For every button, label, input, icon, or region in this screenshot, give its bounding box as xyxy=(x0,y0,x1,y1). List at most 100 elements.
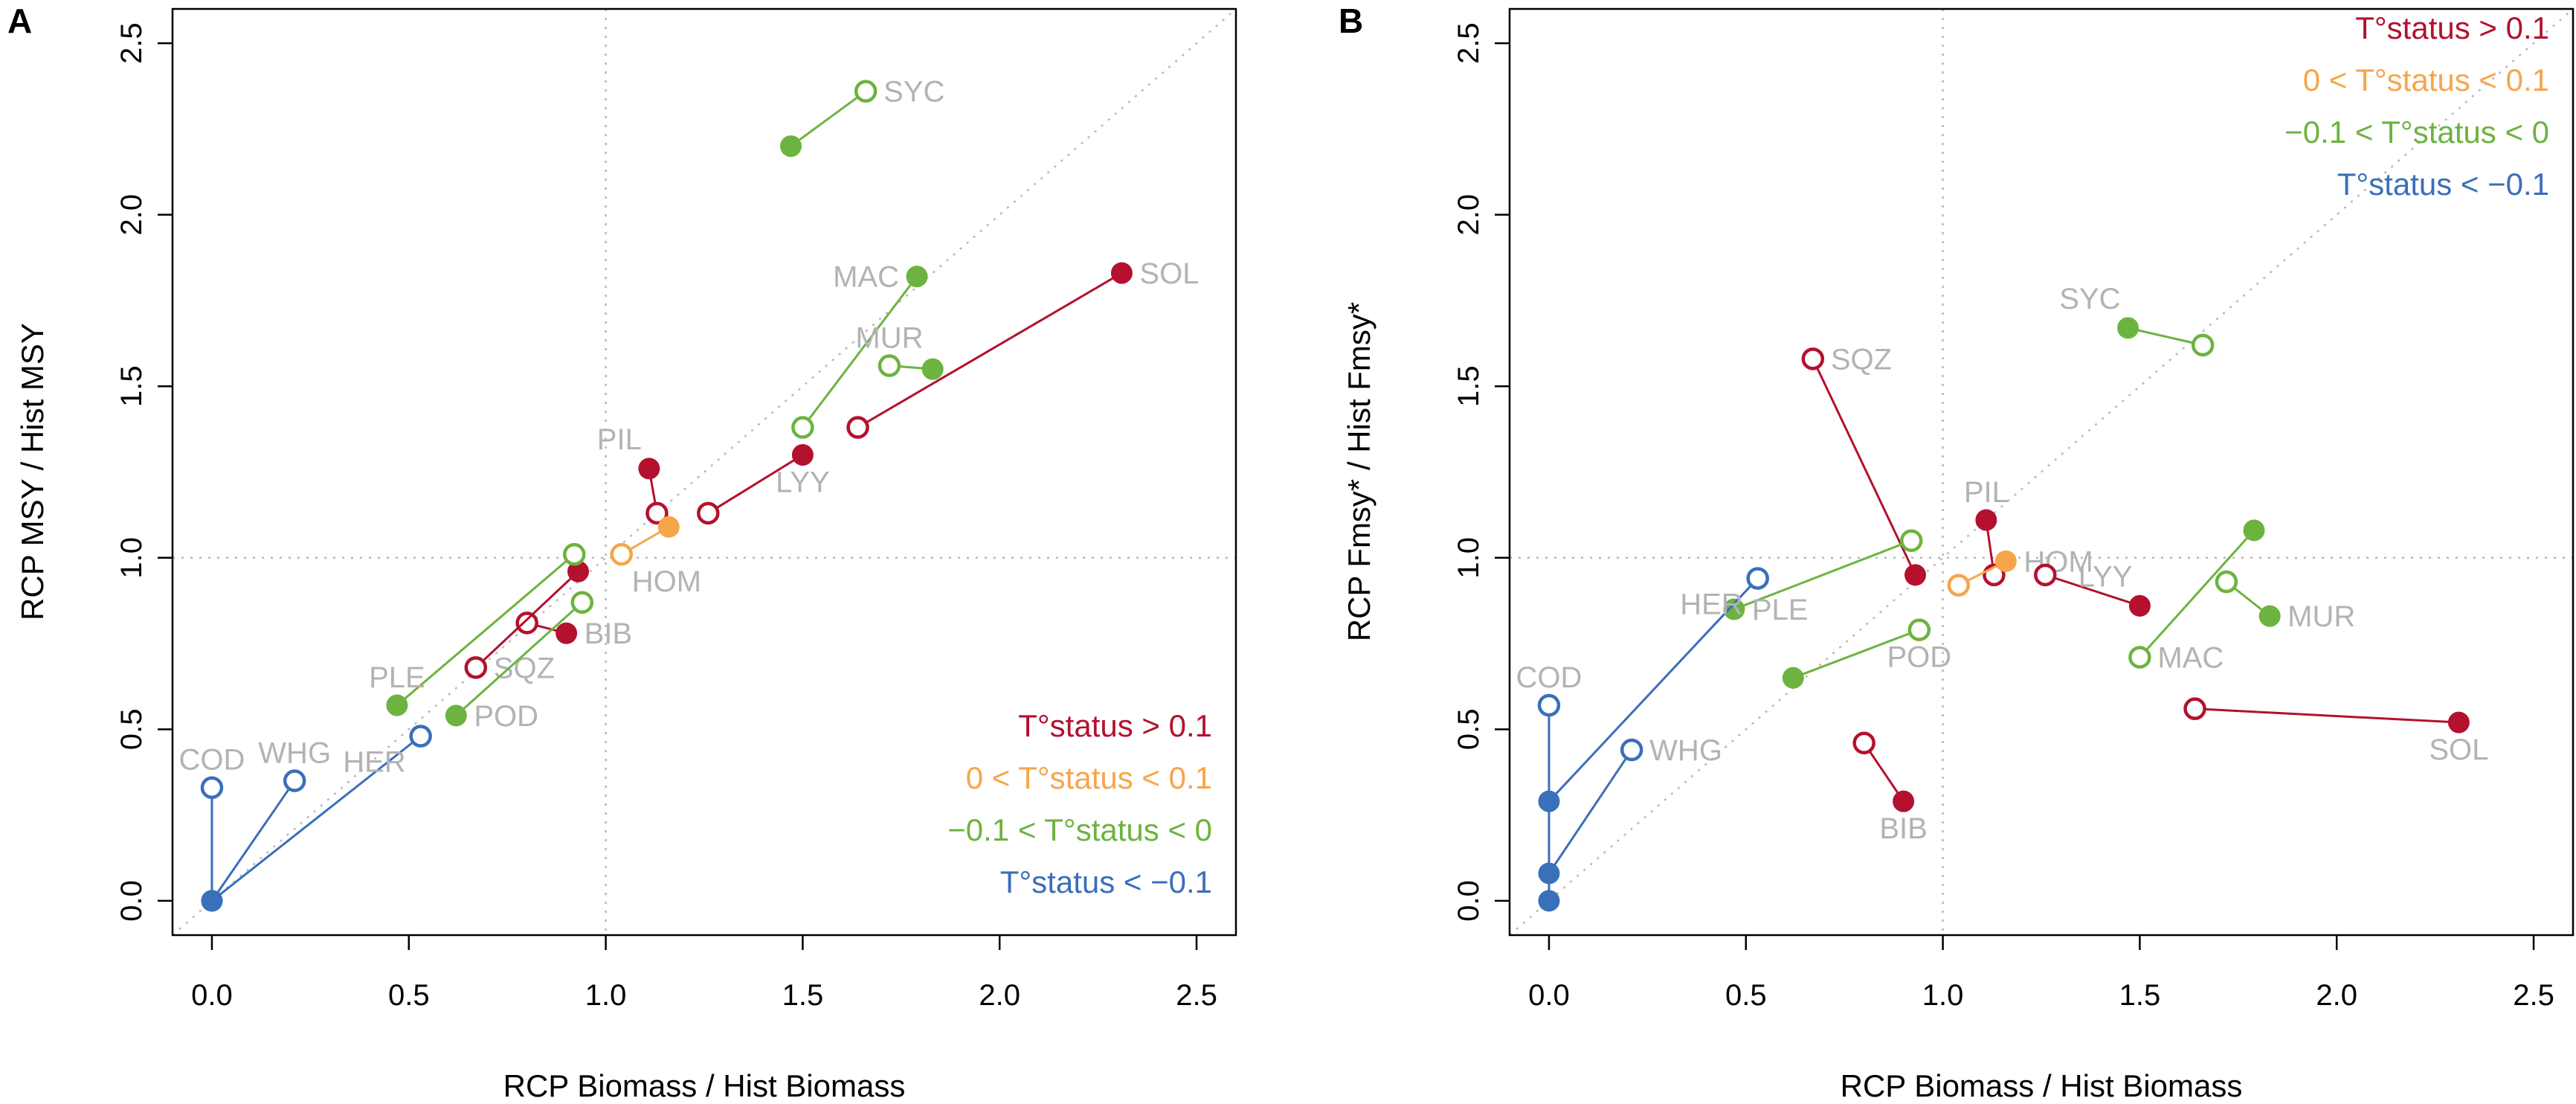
point-open xyxy=(1746,567,1769,590)
point-open xyxy=(464,656,488,679)
y-tick-label: 0.0 xyxy=(115,880,148,922)
point-open xyxy=(283,769,306,792)
y-tick-label: 1.5 xyxy=(115,365,148,407)
point-filled xyxy=(556,622,578,644)
series-mac: MAC xyxy=(2128,519,2265,675)
point-open xyxy=(846,416,869,439)
stock-label: PIL xyxy=(1964,476,2009,509)
point-open xyxy=(2215,570,2238,594)
point-open xyxy=(854,80,878,103)
y-tick-label: 1.0 xyxy=(115,537,148,579)
stock-label: PLE xyxy=(369,661,425,694)
x-tick-label: 2.0 xyxy=(2316,979,2357,1012)
x-tick-label: 0.0 xyxy=(191,979,233,1012)
series-cod: COD xyxy=(1516,661,1582,912)
series-pil: PIL xyxy=(1964,476,2009,587)
point-filled xyxy=(657,516,680,538)
point-open xyxy=(645,501,669,525)
series-segment xyxy=(1792,629,1920,679)
point-open xyxy=(562,542,586,566)
stock-label: POD xyxy=(474,700,538,733)
y-axis-title: RCP Fmsy* / Hist Fmsy* xyxy=(1342,302,1376,642)
series-bib: BIB xyxy=(1852,731,1928,845)
reference-lines xyxy=(1510,9,2573,935)
legend-entry: T°status < −0.1 xyxy=(2337,167,2549,202)
y-tick-label: 2.5 xyxy=(115,22,148,64)
stock-label: COD xyxy=(179,744,245,777)
point-open xyxy=(1537,693,1561,717)
series-segment xyxy=(1733,539,1912,611)
panel-letter: B xyxy=(1339,1,1363,40)
point-open xyxy=(1620,738,1643,762)
series-lyy: LYY xyxy=(2034,560,2151,617)
series-hom: HOM xyxy=(610,516,701,598)
stock-label: SQZ xyxy=(494,652,555,684)
y-tick-label: 2.0 xyxy=(1452,194,1485,236)
series-whg: WHG xyxy=(1538,734,1722,885)
series-syc: SYC xyxy=(780,76,944,157)
point-open xyxy=(1801,347,1825,370)
x-axis-title: RCP Biomass / Hist Biomass xyxy=(1841,1068,2243,1103)
panel-letter: A xyxy=(7,1,32,40)
point-filled xyxy=(906,266,928,288)
series-segment xyxy=(790,90,867,147)
series-segment xyxy=(474,571,579,669)
point-filled xyxy=(1782,667,1804,689)
stock-label: SYC xyxy=(2059,283,2120,315)
stock-label: SYC xyxy=(883,76,944,109)
stock-label: WHG xyxy=(1649,734,1722,767)
point-open xyxy=(2034,563,2057,587)
legend: T°status > 0.1 0 < T°status < 0.1 −0.1 < T… xyxy=(947,708,1212,899)
y-tick-label: 0.5 xyxy=(115,709,148,751)
series-sol: SOL xyxy=(846,257,1199,439)
series-bib: BIB xyxy=(515,612,632,650)
point-filled xyxy=(1893,790,1915,812)
point-filled xyxy=(201,890,223,912)
point-open xyxy=(1947,574,1971,597)
legend-entry: 0 < T°status < 0.1 xyxy=(966,760,1212,795)
x-tick-label: 2.5 xyxy=(1176,979,1217,1012)
point-filled xyxy=(567,560,590,583)
stock-label: PIL xyxy=(597,423,642,456)
point-filled xyxy=(1538,890,1560,912)
point-open xyxy=(409,725,432,748)
stock-label: HER xyxy=(343,746,405,779)
legend-entry: T°status > 0.1 xyxy=(2355,10,2549,45)
point-filled xyxy=(2258,605,2281,627)
series-segment xyxy=(707,454,804,515)
series-segment xyxy=(211,735,422,902)
stock-label: LYY xyxy=(2078,560,2133,593)
point-filled xyxy=(1723,598,1745,620)
ref-line-diagonal xyxy=(173,9,1236,935)
stock-label: MAC xyxy=(833,261,899,294)
stock-label: WHG xyxy=(258,737,331,770)
stock-label: PLE xyxy=(1752,594,1809,626)
series-hom: HOM xyxy=(1947,545,2093,597)
series-mur: MUR xyxy=(2215,570,2355,633)
point-filled xyxy=(386,694,408,716)
point-filled xyxy=(2128,594,2151,617)
x-tick-label: 0.0 xyxy=(1528,979,1570,1012)
point-open xyxy=(570,591,594,614)
series-pod: POD xyxy=(445,591,594,733)
stock-label: POD xyxy=(1887,641,1951,674)
stock-label: MUR xyxy=(2287,600,2355,633)
point-filled xyxy=(791,443,814,466)
series-segment xyxy=(802,275,918,429)
point-filled xyxy=(780,135,802,157)
series-sqz: SQZ xyxy=(1801,343,1927,586)
point-open xyxy=(1852,731,1875,755)
stock-label: LYY xyxy=(776,466,830,498)
legend-entry: T°status > 0.1 xyxy=(1018,708,1212,743)
series-ple: PLE xyxy=(369,542,586,716)
point-open xyxy=(878,354,901,377)
y-tick-label: 0.0 xyxy=(1452,880,1485,922)
point-filled xyxy=(2243,519,2265,542)
legend-entry: 0 < T°status < 0.1 xyxy=(2303,62,2549,97)
series-pil: PIL xyxy=(597,423,669,525)
x-tick-label: 1.5 xyxy=(782,979,824,1012)
point-filled xyxy=(1975,509,1997,531)
stock-label: HER xyxy=(1680,588,1742,620)
panel-b: 0.0 0.5 1.0 1.5 2.0 2.5 0.0 0.5 1.0 1.5 2.0 2.5 RCP … xyxy=(1339,1,2575,1103)
reference-lines xyxy=(173,9,1236,935)
